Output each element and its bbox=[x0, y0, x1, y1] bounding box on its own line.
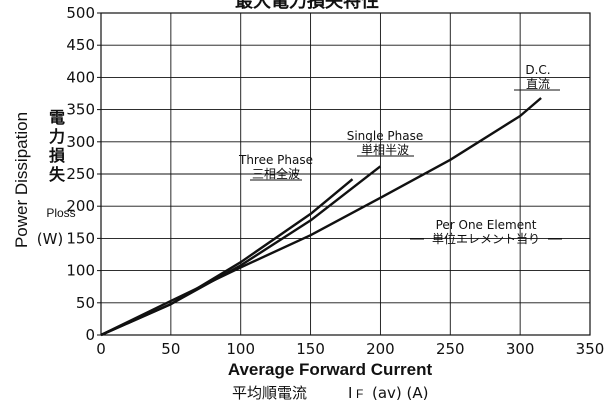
y-tick-label: 500 bbox=[66, 4, 95, 22]
y-axis-jp-char-3: 損 bbox=[49, 146, 66, 165]
x-tick-label: 300 bbox=[506, 340, 535, 358]
y-tick-label: 250 bbox=[66, 165, 95, 183]
y-axis-jp-char-1: 電 bbox=[49, 108, 65, 127]
y-axis-symbol: Ploss bbox=[46, 206, 75, 220]
x-tick-label: 100 bbox=[226, 340, 255, 358]
x-tick-label: 150 bbox=[296, 340, 325, 358]
label-three-phase-en: Three Phase bbox=[238, 153, 313, 167]
x-tick-label: 0 bbox=[96, 340, 106, 358]
series-lines bbox=[100, 97, 542, 337]
x-axis-units: (av) (A) bbox=[372, 384, 429, 402]
label-dc-en: D.C. bbox=[525, 63, 550, 77]
annotation-per-element: Per One Element 単位エレメント当り bbox=[432, 218, 540, 246]
x-axis-title-jp: 平均順電流 bbox=[232, 384, 307, 402]
label-three-phase: Three Phase 三相全波 bbox=[238, 153, 313, 181]
y-axis-units: (W) bbox=[37, 230, 64, 248]
annotation-per-element-jp: 単位エレメント当り bbox=[432, 231, 540, 246]
y-tick-labels: 0 50 100 150 200 250 300 350 400 450 500 bbox=[66, 4, 101, 344]
y-axis-jp-char-4: 失 bbox=[49, 165, 66, 184]
grid bbox=[101, 13, 590, 335]
x-tick-label: 350 bbox=[576, 340, 605, 358]
y-axis-jp-char-2: 力 bbox=[49, 127, 65, 146]
y-tick-label: 350 bbox=[66, 101, 95, 119]
label-three-phase-jp: 三相全波 bbox=[252, 166, 300, 181]
y-tick-label: 100 bbox=[66, 262, 95, 280]
y-tick-label: 450 bbox=[66, 36, 95, 54]
label-dc-jp: 直流 bbox=[526, 77, 550, 91]
y-axis-title: Power Dissipation bbox=[12, 112, 31, 248]
annotation-per-element-en: Per One Element bbox=[436, 218, 537, 232]
y-tick-label: 0 bbox=[85, 326, 95, 344]
x-tick-label: 50 bbox=[161, 340, 180, 358]
label-single-phase: Single Phase 単相半波 bbox=[347, 129, 424, 157]
y-tick-label: 150 bbox=[66, 229, 95, 247]
series-line-three-phase bbox=[100, 178, 354, 337]
x-axis-symbol-sub: F bbox=[356, 387, 363, 401]
y-tick-label: 50 bbox=[76, 294, 95, 312]
series-line-dc bbox=[100, 97, 542, 337]
label-dc: D.C. 直流 bbox=[525, 63, 550, 91]
x-axis-symbol: I bbox=[348, 384, 352, 402]
y-tick-label: 400 bbox=[66, 68, 95, 86]
label-single-phase-en: Single Phase bbox=[347, 129, 424, 143]
x-tick-label: 200 bbox=[366, 340, 395, 358]
chart-title: 最大電力損失特性 bbox=[235, 0, 379, 12]
y-tick-label: 200 bbox=[66, 197, 95, 215]
label-single-phase-jp: 単相半波 bbox=[361, 143, 409, 157]
series-line-single-phase bbox=[100, 165, 382, 337]
x-axis-title: Average Forward Current bbox=[228, 360, 433, 379]
x-tick-label: 250 bbox=[436, 340, 465, 358]
y-tick-label: 300 bbox=[66, 133, 95, 151]
x-tick-labels: 0 50 100 150 200 250 300 350 bbox=[96, 340, 604, 358]
